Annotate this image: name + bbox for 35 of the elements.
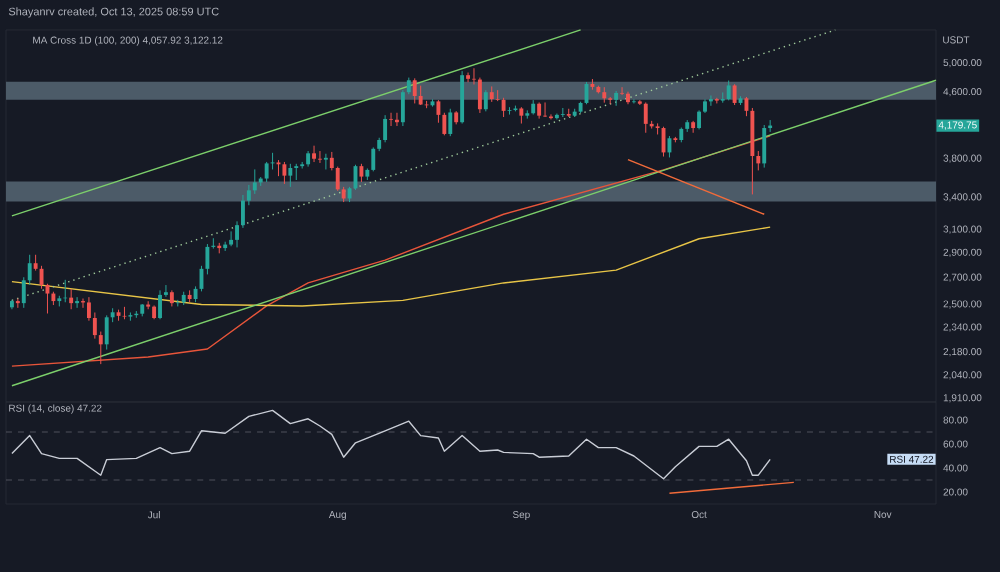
candlestick bbox=[732, 84, 737, 106]
candlestick bbox=[175, 299, 180, 307]
candlestick bbox=[667, 136, 672, 158]
candlestick bbox=[323, 153, 328, 170]
candlestick bbox=[560, 107, 565, 117]
candlestick bbox=[448, 108, 453, 137]
candlestick bbox=[69, 289, 74, 310]
candlestick bbox=[264, 161, 269, 182]
candlestick bbox=[501, 97, 506, 117]
candlestick bbox=[128, 312, 133, 321]
candlestick bbox=[104, 315, 109, 350]
candlestick bbox=[158, 290, 162, 320]
candlestick bbox=[418, 85, 423, 106]
candlestick bbox=[614, 90, 619, 106]
candlestick bbox=[389, 112, 393, 127]
candlestick bbox=[460, 71, 465, 124]
candlestick bbox=[371, 147, 376, 172]
candlestick bbox=[75, 297, 80, 308]
candlestick bbox=[507, 107, 512, 115]
candlestick bbox=[643, 102, 648, 133]
line-series bbox=[11, 226, 771, 307]
line-series bbox=[11, 135, 771, 367]
candlestick bbox=[288, 163, 293, 187]
candlestick bbox=[726, 80, 731, 101]
candlestick bbox=[294, 163, 299, 180]
candlestick bbox=[282, 161, 287, 184]
candlestick bbox=[762, 125, 767, 168]
candlestick bbox=[318, 151, 322, 163]
candlestick bbox=[312, 145, 316, 163]
candlestick bbox=[483, 90, 488, 112]
candlestick bbox=[412, 78, 417, 104]
candlestick bbox=[383, 115, 388, 143]
candlestick bbox=[554, 113, 559, 120]
candlestick bbox=[122, 306, 127, 320]
candlestick bbox=[691, 120, 696, 133]
